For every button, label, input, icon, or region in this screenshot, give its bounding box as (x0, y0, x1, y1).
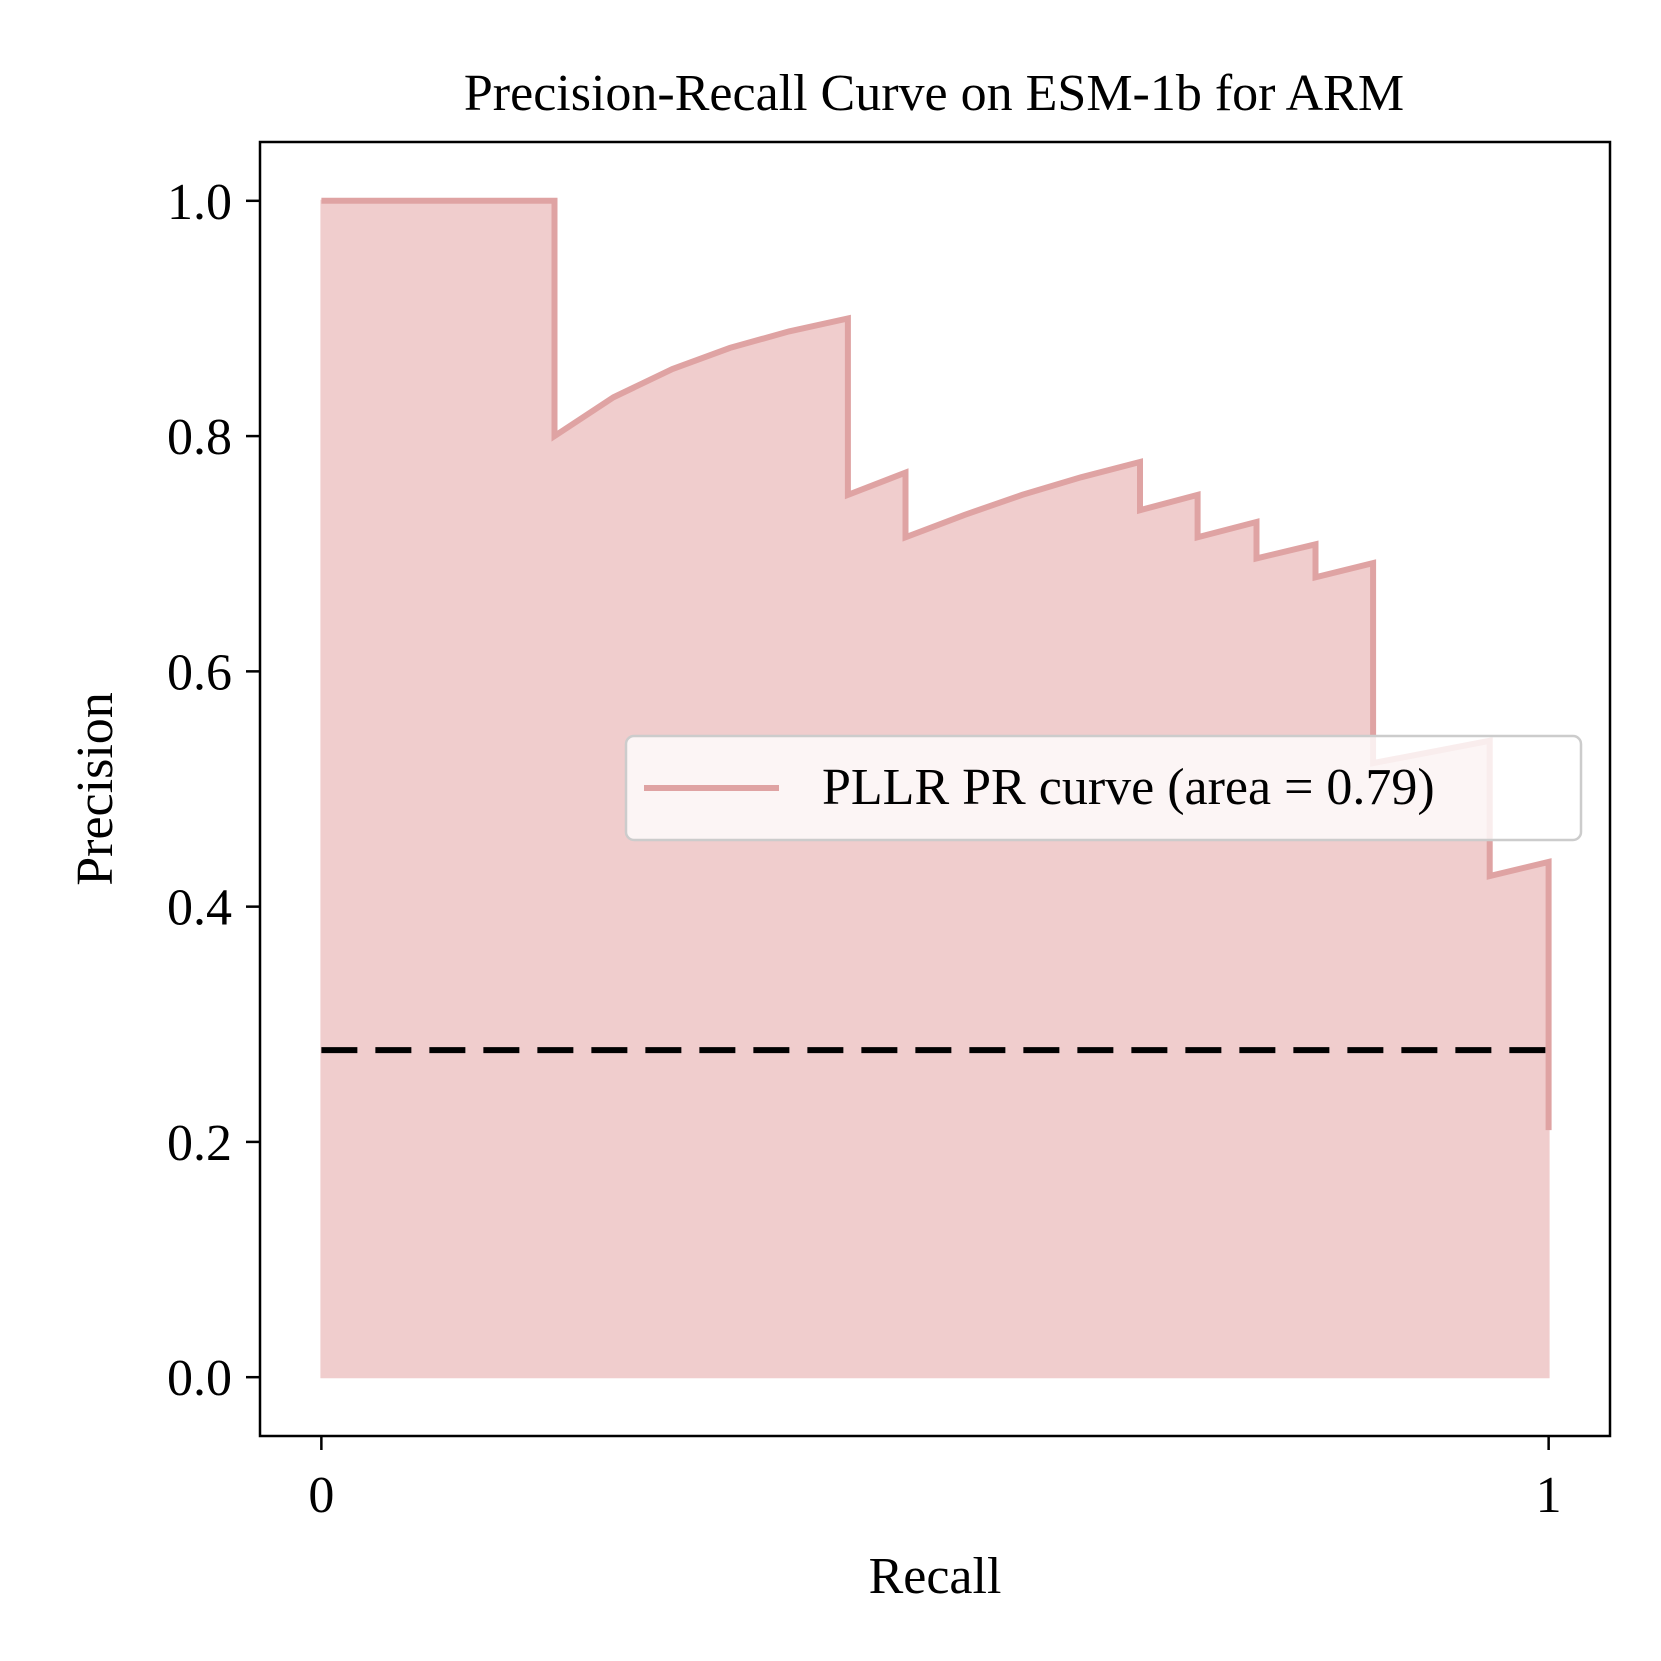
y-tick-label: 0.2 (167, 1115, 232, 1172)
legend: PLLR PR curve (area = 0.79) (624, 734, 1583, 842)
axes-frame (258, 140, 1612, 1438)
y-tick-label: 0.0 (167, 1350, 232, 1407)
y-axis-label: Precision (67, 692, 124, 886)
x-tick-label: 1 (1536, 1467, 1562, 1524)
y-tick-label: 0.6 (167, 644, 232, 701)
y-tick-label: 1.0 (167, 174, 232, 231)
legend-label-pllr: PLLR PR curve (area = 0.79) (822, 759, 1435, 816)
y-tick-label: 0.4 (167, 880, 232, 937)
axis-ticks: 0.0 0.2 0.4 0.6 0.8 1.0 0 1 (167, 174, 1562, 1524)
legend-box (624, 734, 1583, 842)
x-axis-label: Recall (869, 1548, 1002, 1605)
chart-title: Precision-Recall Curve on ESM-1b for ARM (464, 65, 1404, 122)
x-tick-label: 0 (308, 1467, 334, 1524)
y-tick-label: 0.8 (167, 409, 232, 466)
pr-curve-line (321, 197, 1552, 1131)
